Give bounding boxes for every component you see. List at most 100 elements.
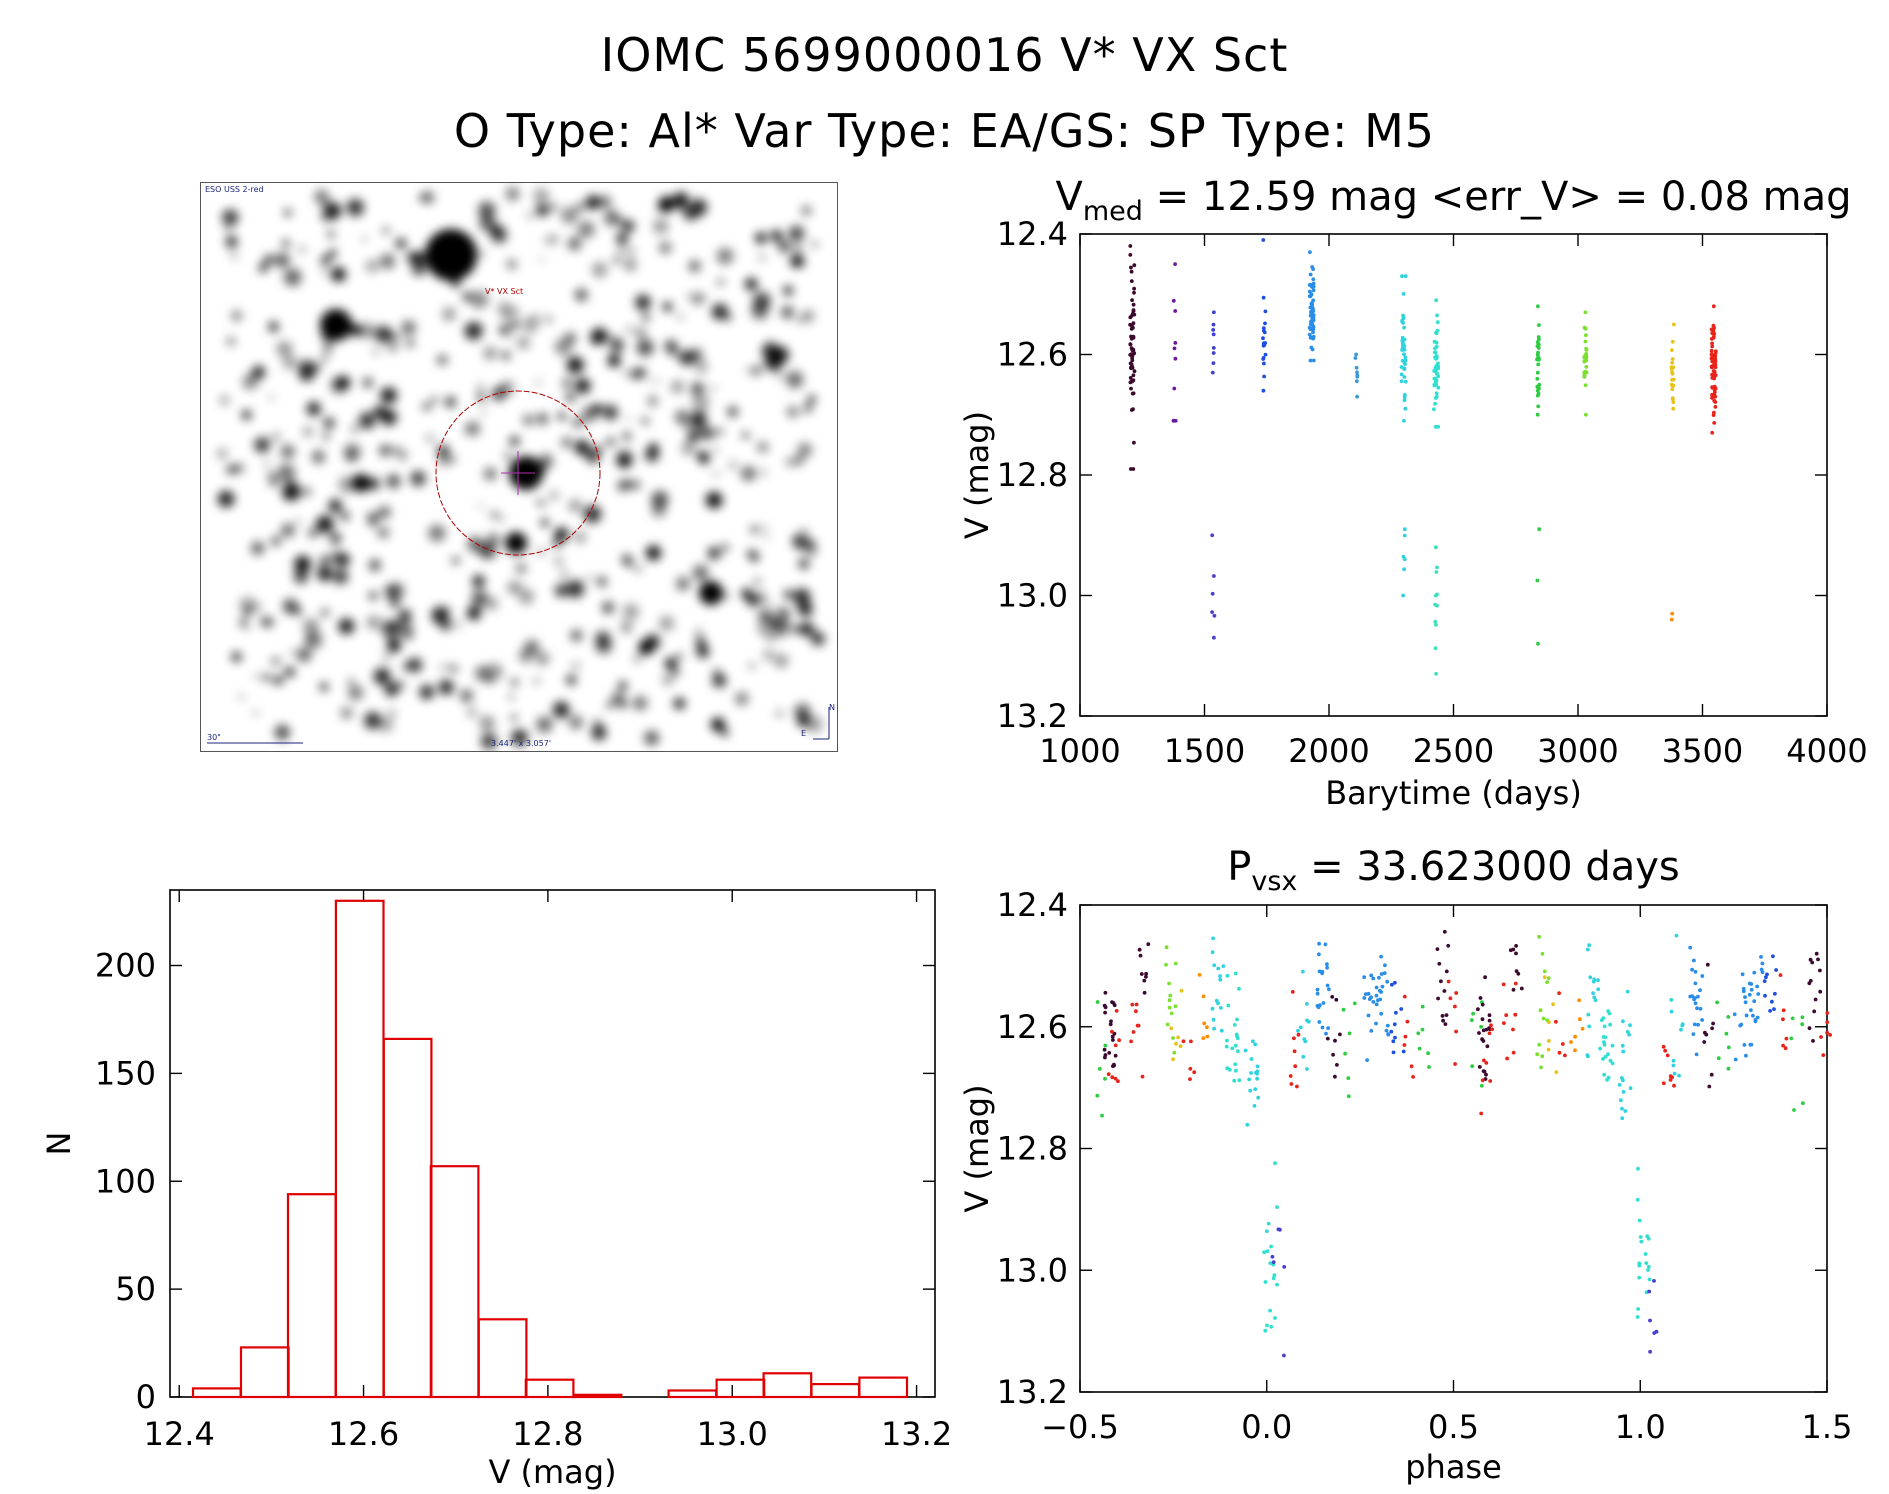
data-point: [1508, 948, 1513, 953]
star: [602, 404, 618, 421]
x-tick-label: 12.8: [512, 1415, 583, 1453]
star: [554, 583, 569, 598]
histogram-bar: [524, 1378, 575, 1399]
data-point: [1243, 1048, 1248, 1053]
data-point: [1317, 969, 1322, 974]
data-point: [1318, 1003, 1322, 1008]
star: [374, 405, 386, 418]
star: [340, 511, 350, 521]
data-point: [1434, 394, 1439, 399]
data-point: [1310, 306, 1315, 311]
data-point: [1453, 1004, 1457, 1009]
data-point: [1810, 960, 1815, 965]
data-point: [1366, 991, 1371, 996]
data-point: [1587, 1024, 1592, 1029]
data-point: [1401, 343, 1405, 348]
star: [319, 682, 328, 691]
data-point: [1773, 991, 1777, 996]
data-point: [1386, 1032, 1391, 1036]
data-point: [1434, 356, 1439, 361]
data-point: [1221, 964, 1226, 968]
data-point: [1672, 1071, 1677, 1076]
data-point: [1129, 334, 1133, 339]
data-point: [1097, 1067, 1102, 1071]
data-point: [1261, 343, 1266, 348]
data-point: [1399, 379, 1404, 384]
star: [460, 689, 473, 703]
data-point: [1400, 358, 1405, 363]
star: [348, 685, 364, 701]
star: [549, 491, 559, 500]
data-point: [1584, 353, 1589, 358]
data-point: [1693, 996, 1697, 1000]
star: [621, 554, 633, 566]
star: [705, 491, 723, 509]
data-point: [1432, 407, 1436, 412]
star: [383, 227, 389, 234]
data-point: [1409, 1064, 1414, 1069]
star: [373, 667, 391, 685]
star: [574, 288, 588, 302]
star: [689, 198, 708, 217]
star: [284, 209, 292, 217]
data-point: [1363, 992, 1368, 996]
histogram-bar: [572, 1393, 623, 1399]
data-point: [1401, 315, 1406, 320]
data-point: [1712, 332, 1717, 336]
star: [770, 230, 783, 242]
star: [389, 597, 400, 608]
data-point: [1263, 309, 1268, 314]
data-point: [1110, 1000, 1114, 1004]
data-point: [1808, 978, 1813, 983]
data-point: [1173, 356, 1178, 361]
star: [657, 202, 667, 213]
data-point: [1710, 331, 1715, 335]
data-point: [1710, 372, 1714, 377]
data-point: [1479, 1083, 1484, 1088]
data-point: [1501, 982, 1506, 987]
data-point: [1536, 346, 1541, 350]
data-point: [1781, 1017, 1785, 1022]
star: [467, 606, 481, 621]
star: [239, 620, 246, 627]
data-point: [1484, 1027, 1489, 1032]
star: [478, 201, 496, 219]
data-point: [1435, 313, 1439, 318]
data-point: [1749, 1008, 1753, 1012]
star: [522, 414, 534, 426]
x-tick-label: 1.0: [1615, 1408, 1666, 1446]
data-point: [1711, 364, 1715, 368]
data-point: [1679, 1027, 1683, 1032]
data-point: [1749, 1042, 1754, 1047]
data-point: [1537, 357, 1541, 362]
data-point: [1311, 277, 1316, 282]
star: [679, 206, 686, 213]
star: [651, 503, 666, 518]
star: [277, 464, 296, 482]
data-point: [1740, 972, 1745, 977]
data-point: [1591, 979, 1596, 984]
star: [607, 354, 621, 367]
data-point: [1583, 339, 1588, 344]
data-point: [1325, 962, 1329, 967]
star: [480, 733, 498, 750]
star: [290, 649, 296, 655]
star: [231, 310, 242, 322]
data-point: [1536, 356, 1541, 361]
star: [805, 715, 823, 733]
star: [293, 606, 302, 616]
star: [328, 249, 337, 258]
data-point: [1224, 1044, 1229, 1049]
star: [711, 303, 729, 321]
star: [561, 571, 567, 577]
data-point: [1262, 343, 1267, 347]
data-point: [1129, 408, 1134, 412]
data-point: [1540, 1054, 1545, 1059]
data-point: [1700, 974, 1705, 978]
data-point: [1310, 265, 1315, 269]
data-point: [1138, 953, 1143, 958]
star: [440, 665, 445, 670]
data-point: [1403, 358, 1408, 363]
data-point: [1135, 1023, 1140, 1028]
data-point: [1762, 979, 1767, 983]
